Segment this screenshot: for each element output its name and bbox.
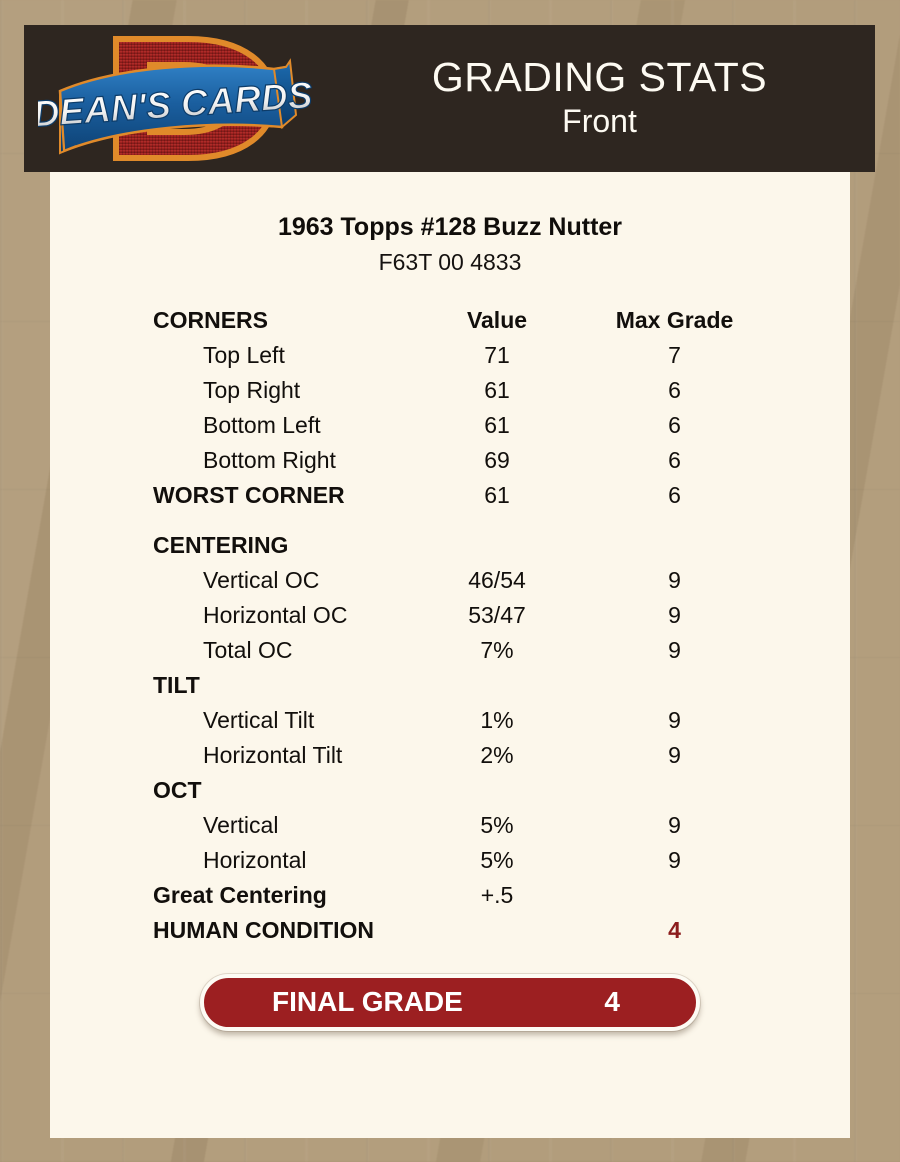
card-title: 1963 Topps #128 Buzz Nutter	[277, 213, 623, 241]
row-grade: 9	[668, 566, 681, 593]
row-label: Horizontal	[203, 846, 307, 873]
row-grade: 9	[668, 846, 681, 873]
row-grade: 4	[668, 916, 681, 943]
table-row: Horizontal OC 53/47 9	[50, 602, 850, 637]
table-header-row: CORNERS Value Max Grade	[50, 307, 850, 342]
row-label: Bottom Left	[203, 411, 321, 438]
table-row-human-condition: HUMAN CONDITION 4	[50, 917, 850, 952]
deans-cards-logo: DEAN'S CARDS	[31, 27, 322, 170]
row-grade: 9	[668, 601, 681, 628]
row-value: 1%	[480, 706, 514, 733]
table-row: Vertical Tilt 1% 9	[50, 707, 850, 742]
row-label: Top Right	[203, 376, 301, 403]
section-spacer	[50, 517, 850, 532]
row-label: Vertical Tilt	[203, 706, 315, 733]
section-heading-row-tilt: TILT	[50, 672, 850, 707]
table-row: Horizontal 5% 9	[50, 847, 850, 882]
section-heading-oct: OCT	[153, 776, 202, 803]
row-value: 69	[484, 446, 510, 473]
final-grade-label: FINAL GRADE	[272, 986, 463, 1018]
page-title: GRADING STATS	[431, 53, 768, 100]
column-header-value: Value	[466, 306, 528, 333]
row-grade: 9	[668, 811, 681, 838]
stats-sheet: 1963 Topps #128 Buzz Nutter F63T 00 4833…	[50, 172, 850, 1138]
row-value: +.5	[480, 881, 514, 908]
row-grade: 6	[668, 376, 681, 403]
card-serial-number: F63T 00 4833	[378, 249, 522, 275]
row-label: Horizontal OC	[203, 601, 348, 628]
header-text-block: GRADING STATS Front	[324, 25, 875, 172]
table-row: Vertical OC 46/54 9	[50, 567, 850, 602]
row-value: 61	[484, 481, 510, 508]
row-label: Top Left	[203, 341, 285, 368]
table-row: Bottom Right 69 6	[50, 447, 850, 482]
logo-ribbon: DEAN'S CARDS	[31, 58, 315, 155]
table-row: Bottom Left 61 6	[50, 412, 850, 447]
row-grade: 6	[668, 411, 681, 438]
final-grade-value: 4	[604, 986, 620, 1018]
row-grade: 9	[668, 741, 681, 768]
page-subtitle: Front	[562, 103, 637, 140]
row-label: Bottom Right	[203, 446, 336, 473]
row-value: 7%	[480, 636, 514, 663]
grading-stats-table: CORNERS Value Max Grade Top Left 71 7 To…	[50, 307, 850, 952]
table-row: Total OC 7% 9	[50, 637, 850, 672]
header-band: DEAN'S CARDS GRADING STATS Front	[24, 25, 875, 172]
row-value: 5%	[480, 811, 514, 838]
section-heading-row-oct: OCT	[50, 777, 850, 812]
row-value: 61	[484, 411, 510, 438]
section-heading-tilt: TILT	[153, 671, 200, 698]
row-label: WORST CORNER	[153, 481, 345, 508]
row-grade: 9	[668, 706, 681, 733]
row-grade: 9	[668, 636, 681, 663]
section-heading-row-centering: CENTERING	[50, 532, 850, 567]
table-row: Vertical 5% 9	[50, 812, 850, 847]
row-label: Great Centering	[153, 881, 327, 908]
table-row: Horizontal Tilt 2% 9	[50, 742, 850, 777]
row-label: Horizontal Tilt	[203, 741, 343, 768]
table-row-great-centering: Great Centering +.5	[50, 882, 850, 917]
row-label: Vertical	[203, 811, 279, 838]
row-value: 5%	[480, 846, 514, 873]
section-heading-corners: CORNERS	[153, 306, 269, 333]
row-grade: 6	[668, 481, 681, 508]
row-grade: 7	[668, 341, 681, 368]
column-header-max-grade: Max Grade	[615, 306, 734, 333]
table-row-worst-corner: WORST CORNER 61 6	[50, 482, 850, 517]
table-row: Top Right 61 6	[50, 377, 850, 412]
table-row: Top Left 71 7	[50, 342, 850, 377]
row-value: 71	[484, 341, 510, 368]
row-grade: 6	[668, 446, 681, 473]
row-value: 53/47	[468, 601, 526, 628]
row-label: Total OC	[203, 636, 293, 663]
section-heading-centering: CENTERING	[153, 531, 289, 558]
final-grade-banner: FINAL GRADE 4	[200, 973, 700, 1031]
row-label: Vertical OC	[203, 566, 320, 593]
final-grade-section: FINAL GRADE 4	[50, 973, 850, 1031]
row-value: 2%	[480, 741, 514, 768]
logo-svg: DEAN'S CARDS	[31, 36, 315, 161]
row-label: HUMAN CONDITION	[153, 916, 375, 943]
row-value: 61	[484, 376, 510, 403]
row-value: 46/54	[468, 566, 526, 593]
